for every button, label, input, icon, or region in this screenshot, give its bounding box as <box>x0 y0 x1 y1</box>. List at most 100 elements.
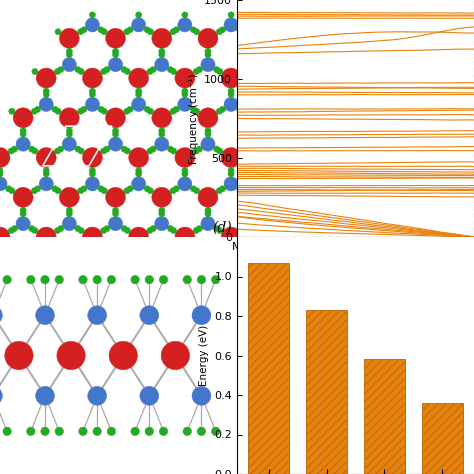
Circle shape <box>13 108 33 128</box>
Circle shape <box>39 97 53 111</box>
Circle shape <box>88 386 107 405</box>
Circle shape <box>31 188 37 194</box>
Circle shape <box>237 106 243 112</box>
Circle shape <box>159 207 165 213</box>
Circle shape <box>16 217 30 231</box>
Circle shape <box>205 48 211 55</box>
Circle shape <box>144 27 150 33</box>
Circle shape <box>150 146 156 152</box>
Circle shape <box>198 187 218 207</box>
Circle shape <box>121 226 127 232</box>
Circle shape <box>147 148 153 154</box>
Circle shape <box>41 427 49 436</box>
Y-axis label: Frequency (cm⁻¹): Frequency (cm⁻¹) <box>189 73 199 164</box>
Circle shape <box>124 108 130 114</box>
Circle shape <box>175 147 195 167</box>
Circle shape <box>75 66 81 73</box>
Circle shape <box>85 97 100 111</box>
Circle shape <box>89 91 96 98</box>
Circle shape <box>216 108 222 114</box>
Circle shape <box>78 228 84 234</box>
Circle shape <box>112 48 118 55</box>
Circle shape <box>155 57 169 72</box>
Circle shape <box>109 341 137 370</box>
Circle shape <box>217 68 223 74</box>
Circle shape <box>219 106 226 112</box>
Circle shape <box>221 227 241 247</box>
Circle shape <box>43 167 49 173</box>
Circle shape <box>237 186 243 192</box>
Circle shape <box>78 29 84 35</box>
Circle shape <box>127 106 133 112</box>
Circle shape <box>89 167 96 173</box>
Circle shape <box>205 207 211 213</box>
Circle shape <box>100 228 107 234</box>
Circle shape <box>78 148 84 154</box>
Circle shape <box>62 217 76 231</box>
Circle shape <box>213 226 219 232</box>
Circle shape <box>101 188 107 194</box>
Circle shape <box>167 66 173 73</box>
Circle shape <box>66 52 73 58</box>
Circle shape <box>247 57 261 72</box>
Circle shape <box>88 306 107 325</box>
Circle shape <box>98 106 104 112</box>
Circle shape <box>32 68 38 74</box>
Circle shape <box>145 427 154 436</box>
Circle shape <box>8 228 14 234</box>
Circle shape <box>198 108 218 128</box>
Circle shape <box>136 91 142 98</box>
Circle shape <box>201 57 215 72</box>
Circle shape <box>20 207 26 213</box>
Circle shape <box>197 427 206 436</box>
Circle shape <box>127 186 133 192</box>
Circle shape <box>78 188 84 194</box>
Circle shape <box>81 186 87 192</box>
Circle shape <box>82 147 102 167</box>
Circle shape <box>82 227 102 247</box>
Circle shape <box>112 207 118 213</box>
Circle shape <box>66 207 73 213</box>
Circle shape <box>193 228 199 234</box>
Circle shape <box>112 128 118 134</box>
Circle shape <box>159 131 165 137</box>
Circle shape <box>3 427 11 436</box>
Circle shape <box>152 108 172 128</box>
Circle shape <box>244 28 264 48</box>
Circle shape <box>35 106 41 112</box>
Circle shape <box>193 108 200 114</box>
Circle shape <box>78 68 84 74</box>
Circle shape <box>198 28 218 48</box>
Circle shape <box>219 186 226 192</box>
Circle shape <box>5 341 33 370</box>
Circle shape <box>32 228 38 234</box>
Circle shape <box>124 148 130 154</box>
Circle shape <box>175 227 195 247</box>
Circle shape <box>55 108 61 114</box>
Circle shape <box>66 210 73 217</box>
Circle shape <box>182 171 188 177</box>
Circle shape <box>171 68 177 74</box>
Circle shape <box>20 210 26 217</box>
Circle shape <box>144 186 150 192</box>
Circle shape <box>100 68 107 74</box>
Circle shape <box>196 66 202 73</box>
Circle shape <box>147 29 154 35</box>
Circle shape <box>124 228 130 234</box>
Circle shape <box>193 68 199 74</box>
Circle shape <box>55 68 61 74</box>
Circle shape <box>182 167 188 173</box>
Circle shape <box>211 427 220 436</box>
Circle shape <box>112 210 118 217</box>
Circle shape <box>109 137 123 151</box>
Circle shape <box>39 177 53 191</box>
Circle shape <box>128 68 148 88</box>
Circle shape <box>98 186 104 192</box>
Circle shape <box>147 108 154 114</box>
Circle shape <box>193 148 199 154</box>
Circle shape <box>193 188 200 194</box>
Circle shape <box>43 91 49 98</box>
Circle shape <box>81 27 87 33</box>
Circle shape <box>59 28 79 48</box>
Circle shape <box>78 108 84 114</box>
